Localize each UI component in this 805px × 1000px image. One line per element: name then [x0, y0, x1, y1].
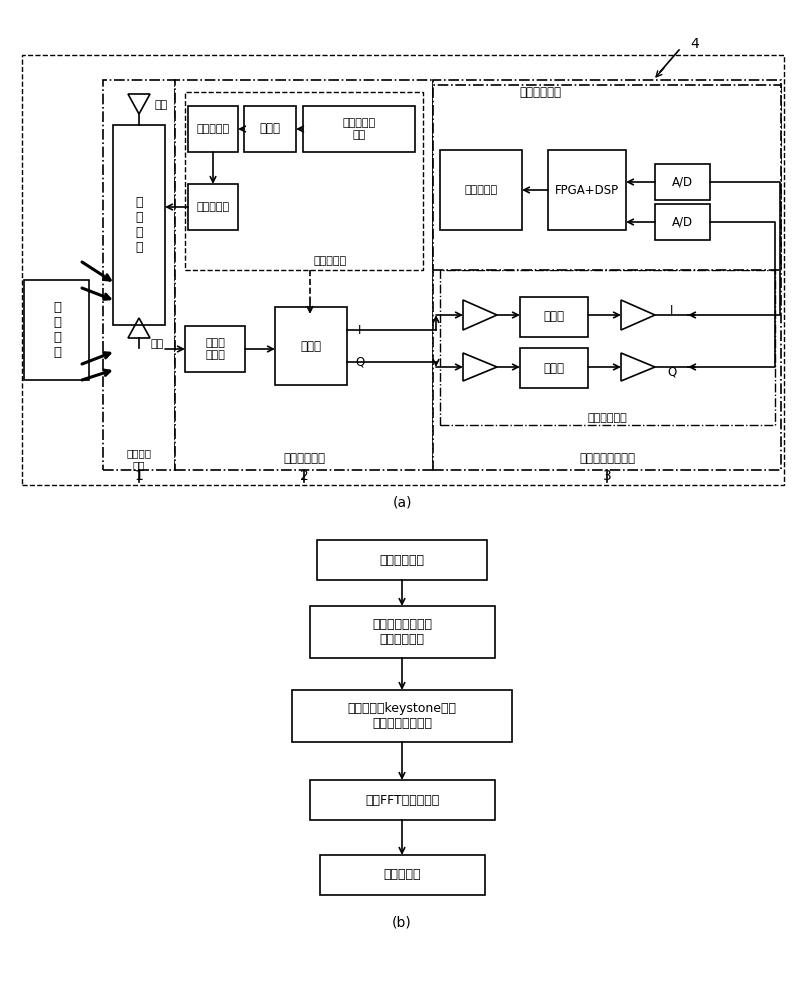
Text: 接收: 接收: [151, 339, 163, 349]
Text: 滤波器: 滤波器: [543, 310, 564, 324]
Bar: [520, 348, 588, 388]
Bar: [440, 150, 522, 230]
Bar: [655, 164, 710, 200]
Bar: [188, 106, 238, 152]
Text: 衡虚警检测: 衡虚警检测: [383, 868, 421, 882]
Bar: [185, 326, 245, 372]
Text: 功率分配器: 功率分配器: [196, 124, 229, 134]
Bar: [24, 280, 89, 380]
Text: 基于FFT的相参积累: 基于FFT的相参积累: [365, 794, 439, 806]
Text: 功率放大器: 功率放大器: [196, 202, 229, 212]
Bar: [103, 80, 175, 470]
Text: 滤波器: 滤波器: [543, 361, 564, 374]
Text: Q: Q: [355, 356, 365, 368]
Bar: [548, 150, 626, 230]
Bar: [440, 270, 775, 425]
Text: 三角波发生
电路: 三角波发生 电路: [342, 118, 376, 140]
Text: FPGA+DSP: FPGA+DSP: [555, 184, 619, 196]
Text: 调频发射机: 调频发射机: [313, 256, 347, 266]
Bar: [520, 297, 588, 337]
Text: 3: 3: [603, 469, 611, 483]
Bar: [433, 85, 781, 270]
Bar: [317, 540, 487, 580]
Bar: [113, 125, 165, 325]
Text: A/D: A/D: [671, 216, 692, 229]
Bar: [433, 80, 781, 470]
Bar: [309, 606, 494, 658]
Text: 发射: 发射: [155, 100, 167, 110]
Bar: [303, 106, 415, 152]
Text: 特
测
目
标: 特 测 目 标: [53, 301, 61, 359]
Bar: [309, 780, 494, 820]
Bar: [292, 690, 512, 742]
Text: I: I: [358, 324, 361, 336]
Bar: [244, 106, 296, 152]
Text: 低噪声
放大器: 低噪声 放大器: [205, 338, 225, 360]
Text: 中频信号处理模块: 中频信号处理模块: [579, 452, 635, 466]
Text: (b): (b): [392, 915, 412, 929]
Text: 采用匹配滤波方法
进行脉冲压缩: 采用匹配滤波方法 进行脉冲压缩: [372, 618, 432, 646]
Bar: [22, 55, 784, 485]
Text: 调频收发装置: 调频收发装置: [283, 452, 325, 466]
Text: 显示与分析: 显示与分析: [464, 185, 497, 195]
Text: 收
发
天
线: 收 发 天 线: [135, 196, 142, 254]
Text: I: I: [671, 304, 674, 316]
Text: Q: Q: [667, 365, 677, 378]
Bar: [655, 204, 710, 240]
Text: 信息处理模块: 信息处理模块: [519, 87, 561, 100]
Text: (a): (a): [392, 496, 411, 510]
Text: 4: 4: [691, 37, 700, 51]
Bar: [275, 307, 347, 385]
Text: 滤波放大电路: 滤波放大电路: [587, 413, 627, 423]
Text: 使用改进的keystone方法
进行距离走动矫正: 使用改进的keystone方法 进行距离走动矫正: [348, 702, 456, 730]
Text: 振荡器: 振荡器: [259, 122, 280, 135]
Text: 回波基带信号: 回波基带信号: [379, 554, 424, 566]
Bar: [175, 80, 433, 470]
Text: 天线射频
单元: 天线射频 单元: [126, 448, 151, 470]
Text: 1: 1: [134, 469, 143, 483]
Text: 2: 2: [299, 469, 308, 483]
Text: 混频器: 混频器: [300, 340, 321, 353]
Bar: [188, 184, 238, 230]
Text: A/D: A/D: [671, 176, 692, 188]
Bar: [185, 92, 423, 270]
Bar: [320, 855, 485, 895]
